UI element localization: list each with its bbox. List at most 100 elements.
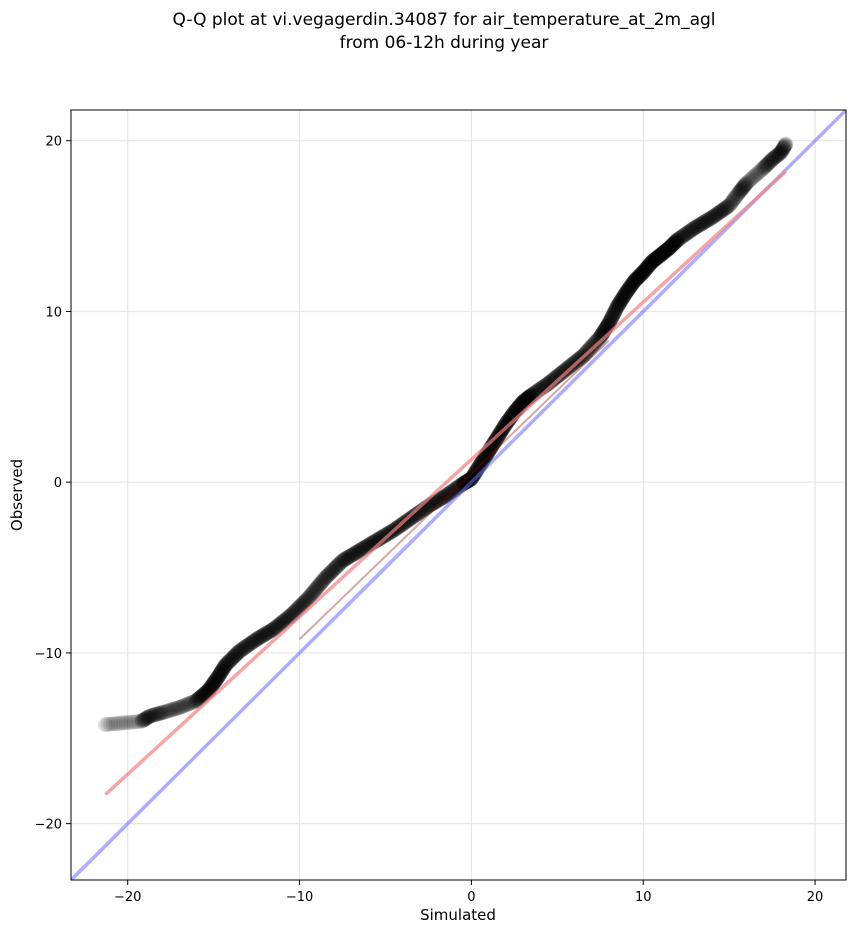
data-point: [440, 486, 456, 502]
data-point: [200, 682, 216, 698]
data-point: [252, 629, 268, 645]
data-point: [170, 700, 186, 716]
data-point: [774, 143, 790, 159]
data-point: [218, 657, 234, 673]
data-point: [342, 548, 358, 564]
data-point: [659, 242, 675, 258]
data-point: [213, 664, 229, 680]
data-point: [776, 139, 792, 155]
data-point: [249, 631, 265, 647]
data-point: [343, 548, 359, 564]
data-point: [767, 150, 783, 166]
data-point: [257, 626, 273, 642]
data-point: [775, 140, 791, 156]
data-point: [215, 661, 231, 677]
data-point: [161, 702, 177, 718]
data-point: [715, 202, 731, 218]
data-point: [766, 150, 782, 166]
data-point: [209, 671, 225, 687]
data-point: [194, 688, 210, 704]
chart-title-line2: from 06-12h during year: [340, 33, 549, 53]
data-point: [204, 678, 220, 694]
data-point: [304, 586, 320, 602]
data-point: [631, 268, 647, 284]
data-point: [266, 621, 282, 637]
data-point: [123, 714, 139, 730]
fit-line-overlay: [298, 339, 610, 640]
data-point: [299, 592, 315, 608]
data-point: [175, 698, 191, 714]
data-point: [344, 547, 360, 563]
data-point: [165, 701, 181, 717]
data-point: [214, 663, 230, 679]
data-point: [315, 573, 331, 589]
data-point: [760, 155, 776, 171]
data-point: [222, 653, 238, 669]
data-point: [554, 364, 570, 380]
data-point: [204, 677, 220, 693]
data-point: [298, 593, 314, 609]
data-point: [728, 189, 744, 205]
data-point: [641, 257, 657, 273]
data-point: [647, 252, 663, 268]
data-point: [648, 251, 664, 267]
data-point: [769, 148, 785, 164]
data-point: [143, 708, 159, 724]
data-point: [201, 682, 217, 698]
data-point: [194, 688, 210, 704]
data-point: [563, 358, 579, 374]
data-point: [667, 235, 683, 251]
data-point: [305, 584, 321, 600]
data-point: [737, 177, 753, 193]
data-point: [608, 302, 624, 318]
data-point: [764, 152, 780, 168]
data-point: [640, 259, 656, 275]
data-point: [488, 432, 504, 448]
y-tick-label: −20: [35, 818, 62, 833]
data-point: [210, 669, 226, 685]
data-point: [100, 716, 116, 732]
data-point: [557, 362, 573, 378]
data-point: [773, 145, 789, 161]
data-point: [226, 649, 242, 665]
data-point: [706, 208, 722, 224]
data-point: [349, 544, 365, 560]
x-tick-label: −10: [286, 890, 313, 905]
data-point: [317, 570, 333, 586]
data-point: [140, 709, 156, 725]
data-point: [778, 136, 794, 152]
data-point: [618, 285, 634, 301]
data-point: [751, 164, 767, 180]
data-point: [640, 258, 656, 274]
data-point: [377, 527, 393, 543]
data-point: [753, 162, 769, 178]
data-point: [277, 612, 293, 628]
data-point: [613, 292, 629, 308]
data-point: [584, 338, 600, 354]
data-point: [777, 138, 793, 154]
data-point: [146, 707, 162, 723]
data-point: [616, 288, 632, 304]
data-point: [354, 541, 370, 557]
data-point: [103, 716, 119, 732]
data-point: [609, 298, 625, 314]
data-point: [770, 147, 786, 163]
data-point: [620, 282, 636, 298]
data-point: [444, 484, 460, 500]
data-point: [306, 583, 322, 599]
data-point: [441, 485, 457, 501]
data-point: [748, 167, 764, 183]
data-point: [722, 197, 738, 213]
data-point: [549, 368, 565, 384]
data-point: [585, 337, 601, 353]
data-point: [241, 636, 257, 652]
data-point: [765, 151, 781, 167]
data-point: [655, 245, 671, 261]
data-point: [721, 198, 737, 214]
data-point: [738, 176, 754, 192]
data-point: [635, 264, 651, 280]
data-point: [430, 492, 446, 508]
data-point: [639, 260, 655, 276]
data-point: [767, 149, 783, 165]
data-point: [168, 701, 184, 717]
